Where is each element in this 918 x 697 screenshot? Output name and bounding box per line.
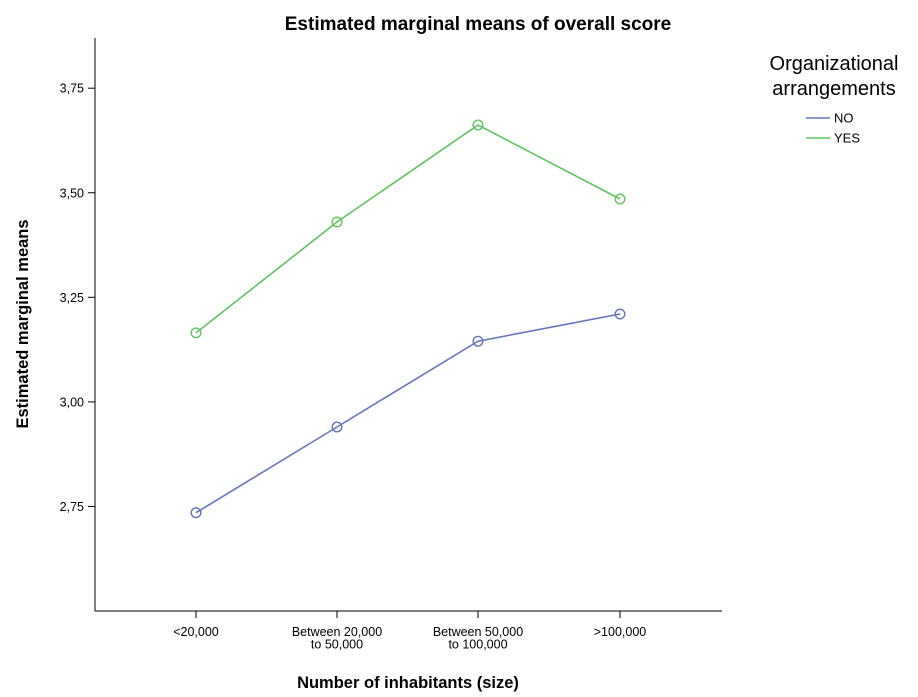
x-tick-label: >100,000	[594, 625, 647, 639]
data-point-no	[614, 308, 626, 320]
legend-items: NO YES	[806, 111, 860, 146]
data-point-yes	[472, 119, 484, 131]
x-tick-label: <20,000	[173, 625, 219, 639]
x-tick-label: Between 20,000	[292, 625, 382, 639]
x-tick-label: Between 50,000	[433, 625, 523, 639]
legend-title-line-1: Organizational	[770, 53, 899, 75]
data-point-no	[331, 421, 343, 433]
plot-area: 2,75 3,00 3,25 3,50 3,75 <20,000 Between 20,0…	[60, 38, 722, 652]
legend-title-line-2: arrangements	[772, 78, 895, 100]
legend: Organizational arrangements NO YES	[770, 53, 899, 146]
chart-title: Estimated marginal means of overall scor…	[285, 14, 672, 35]
y-ticks: 2,75 3,00 3,25 3,50 3,75	[60, 82, 95, 514]
x-tick-label: to 50,000	[311, 638, 363, 652]
y-tick-label: 3,00	[60, 395, 84, 409]
legend-label-no: NO	[834, 111, 854, 126]
y-tick-label: 3,75	[60, 82, 84, 96]
series-line-yes	[195, 124, 621, 334]
data-point-no	[472, 335, 484, 347]
data-point-yes	[331, 216, 343, 228]
series-line-no	[195, 313, 621, 514]
legend-label-yes: YES	[834, 131, 860, 146]
data-point-yes	[614, 193, 626, 205]
y-axis-title: Estimated marginal means	[14, 219, 32, 428]
y-tick-label: 2,75	[60, 500, 84, 514]
y-tick-label: 3,50	[60, 186, 84, 200]
data-point-yes	[190, 327, 202, 339]
x-axis-title: Number of inhabitants (size)	[297, 674, 519, 692]
x-tick-label: to 100,000	[448, 638, 507, 652]
series-layer	[190, 119, 626, 519]
y-tick-label: 3,25	[60, 291, 84, 305]
data-point-no	[190, 507, 202, 519]
